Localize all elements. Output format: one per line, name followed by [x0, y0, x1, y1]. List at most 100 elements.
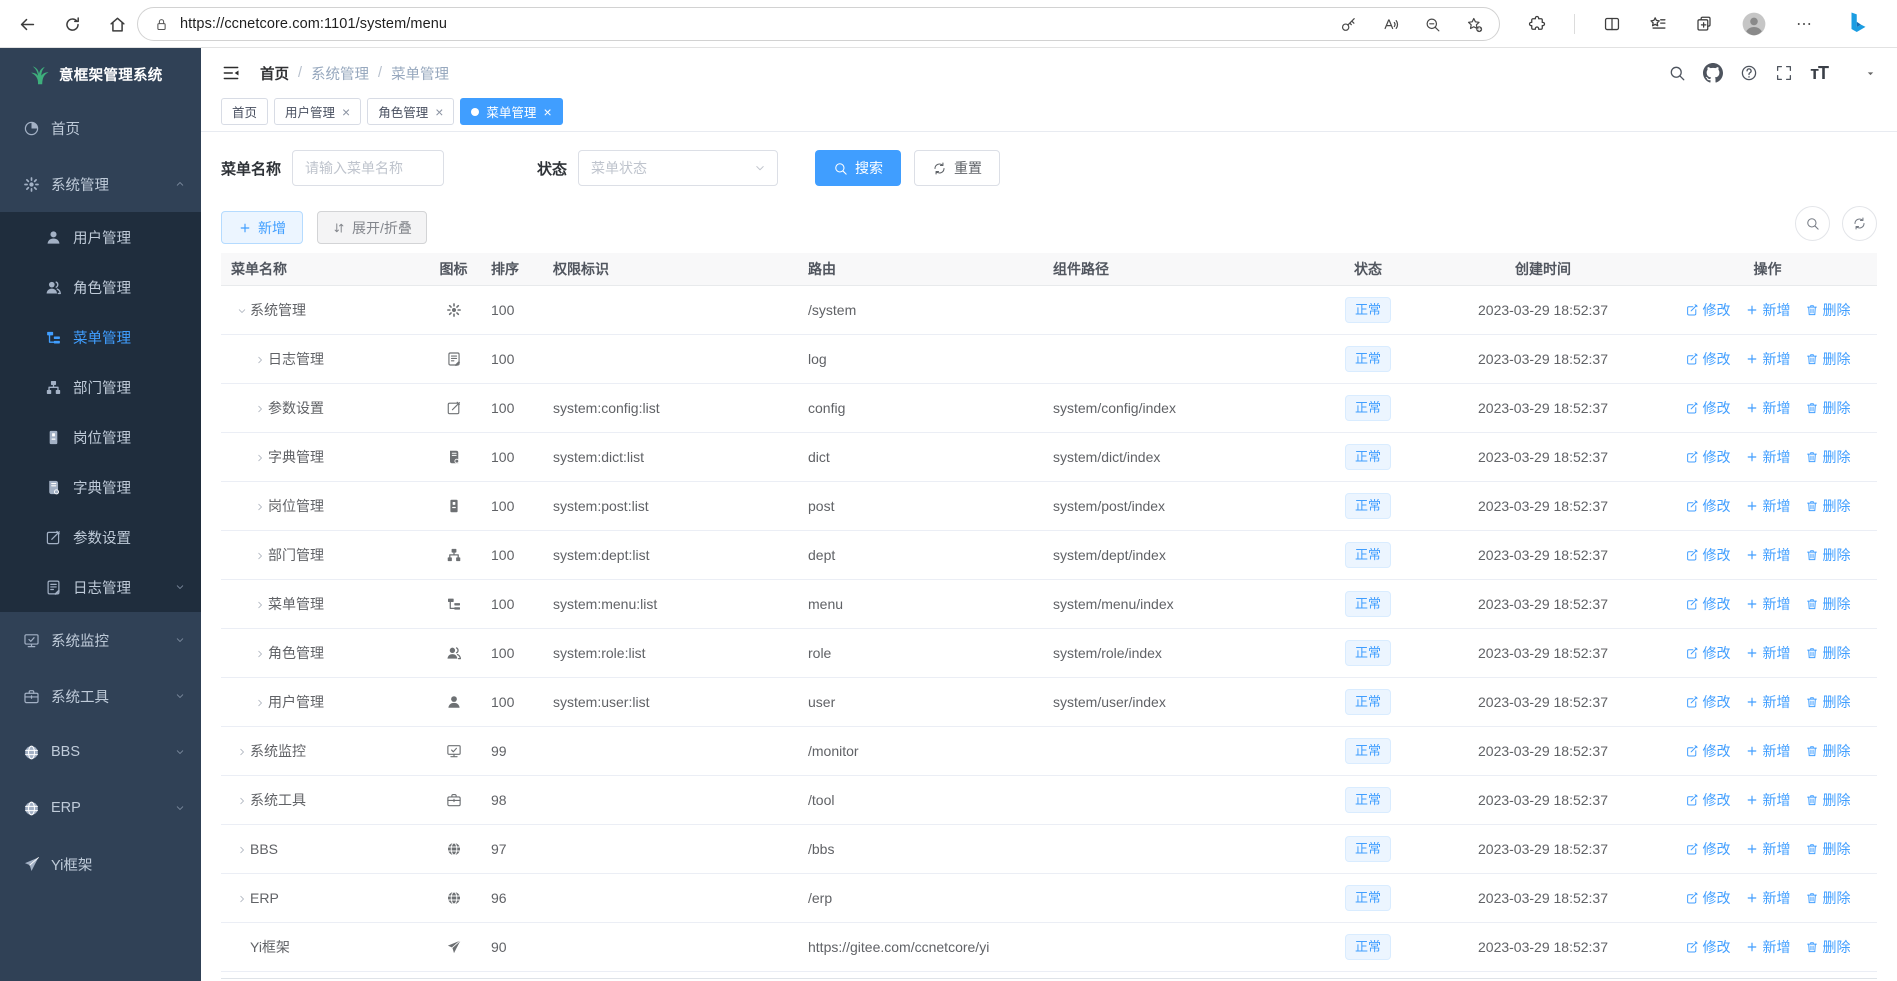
row-add-link[interactable]: 新增	[1745, 692, 1791, 712]
sidebar-item-tool[interactable]: 系统工具	[0, 668, 201, 724]
split-screen-icon[interactable]	[1603, 15, 1621, 33]
row-add-link[interactable]: 新增	[1745, 398, 1791, 418]
reset-button[interactable]: 重置	[914, 150, 1001, 186]
row-delete-link[interactable]: 删除	[1805, 496, 1851, 516]
row-delete-link[interactable]: 删除	[1805, 594, 1851, 614]
browser-home-icon[interactable]	[108, 15, 127, 34]
sidebar-collapse-icon[interactable]	[221, 63, 241, 83]
row-delete-link[interactable]: 删除	[1805, 937, 1851, 957]
bing-icon[interactable]	[1841, 9, 1871, 39]
font-size-icon[interactable]: тT	[1810, 62, 1829, 83]
read-aloud-icon[interactable]	[1382, 16, 1399, 33]
github-icon[interactable]	[1703, 63, 1724, 83]
tab-用户管理[interactable]: 用户管理 ×	[274, 98, 362, 125]
sidebar-item-dept[interactable]: 部门管理	[0, 362, 201, 412]
expand-row-icon[interactable]	[233, 844, 250, 856]
search-button[interactable]: 搜索	[815, 150, 902, 186]
row-delete-link[interactable]: 删除	[1805, 888, 1851, 908]
row-delete-link[interactable]: 删除	[1805, 447, 1851, 467]
row-edit-link[interactable]: 修改	[1685, 349, 1731, 369]
row-delete-link[interactable]: 删除	[1805, 643, 1851, 663]
sidebar-item-home[interactable]: 首页	[0, 100, 201, 156]
row-edit-link[interactable]: 修改	[1685, 447, 1731, 467]
row-edit-link[interactable]: 修改	[1685, 300, 1731, 320]
close-icon[interactable]: ×	[543, 103, 552, 120]
row-delete-link[interactable]: 删除	[1805, 692, 1851, 712]
expand-row-icon[interactable]	[233, 893, 250, 905]
row-add-link[interactable]: 新增	[1745, 545, 1791, 565]
expand-collapse-button[interactable]: 展开/折叠	[317, 211, 427, 244]
sidebar-item-log[interactable]: 日志管理	[0, 562, 201, 612]
sidebar-item-user[interactable]: 用户管理	[0, 212, 201, 262]
expand-row-icon[interactable]	[251, 354, 268, 366]
row-add-link[interactable]: 新增	[1745, 790, 1791, 810]
sidebar-item-dict[interactable]: 字典管理	[0, 462, 201, 512]
expand-row-icon[interactable]	[233, 746, 250, 758]
sidebar-item-system[interactable]: 系统管理	[0, 156, 201, 212]
refresh-table-button[interactable]	[1842, 206, 1877, 241]
status-select[interactable]: 菜单状态	[578, 150, 779, 186]
sidebar-item-menu[interactable]: 菜单管理	[0, 312, 201, 362]
row-add-link[interactable]: 新增	[1745, 447, 1791, 467]
row-delete-link[interactable]: 删除	[1805, 398, 1851, 418]
row-add-link[interactable]: 新增	[1745, 888, 1791, 908]
row-delete-link[interactable]: 删除	[1805, 741, 1851, 761]
menu-name-input[interactable]	[292, 150, 445, 186]
row-add-link[interactable]: 新增	[1745, 496, 1791, 516]
row-edit-link[interactable]: 修改	[1685, 692, 1731, 712]
password-icon[interactable]	[1340, 16, 1357, 33]
expand-row-icon[interactable]	[251, 550, 268, 562]
row-delete-link[interactable]: 删除	[1805, 545, 1851, 565]
row-add-link[interactable]: 新增	[1745, 741, 1791, 761]
collapse-row-icon[interactable]	[233, 305, 250, 317]
row-edit-link[interactable]: 修改	[1685, 594, 1731, 614]
row-edit-link[interactable]: 修改	[1685, 398, 1731, 418]
tab-角色管理[interactable]: 角色管理 ×	[367, 98, 455, 125]
help-icon[interactable]	[1740, 64, 1758, 82]
extensions-icon[interactable]	[1528, 15, 1546, 33]
row-add-link[interactable]: 新增	[1745, 594, 1791, 614]
lock-icon[interactable]	[154, 17, 169, 32]
row-delete-link[interactable]: 删除	[1805, 300, 1851, 320]
expand-row-icon[interactable]	[251, 403, 268, 415]
zoom-out-icon[interactable]	[1424, 16, 1441, 33]
user-menu[interactable]	[1859, 67, 1877, 80]
row-delete-link[interactable]: 删除	[1805, 839, 1851, 859]
address-bar[interactable]: https://ccnetcore.com:1101/system/menu	[137, 7, 1500, 41]
show-search-button[interactable]	[1795, 206, 1830, 241]
favorites-icon[interactable]	[1649, 15, 1667, 33]
collections-icon[interactable]	[1695, 15, 1713, 33]
expand-row-icon[interactable]	[251, 452, 268, 464]
expand-row-icon[interactable]	[233, 795, 250, 807]
row-edit-link[interactable]: 修改	[1685, 496, 1731, 516]
row-edit-link[interactable]: 修改	[1685, 937, 1731, 957]
tab-菜单管理[interactable]: 菜单管理 ×	[460, 98, 563, 125]
row-add-link[interactable]: 新增	[1745, 300, 1791, 320]
browser-back-icon[interactable]	[18, 15, 37, 34]
browser-menu-icon[interactable]	[1795, 15, 1813, 33]
sidebar-item-config[interactable]: 参数设置	[0, 512, 201, 562]
add-favorite-icon[interactable]	[1466, 16, 1483, 33]
row-edit-link[interactable]: 修改	[1685, 545, 1731, 565]
row-edit-link[interactable]: 修改	[1685, 790, 1731, 810]
sidebar-item-bbs[interactable]: BBS	[0, 724, 201, 780]
expand-row-icon[interactable]	[251, 697, 268, 709]
sidebar-item-yi[interactable]: Yi框架	[0, 836, 201, 892]
tab-首页[interactable]: 首页	[221, 98, 269, 125]
sidebar-item-erp[interactable]: ERP	[0, 780, 201, 836]
browser-reload-icon[interactable]	[63, 15, 82, 34]
row-edit-link[interactable]: 修改	[1685, 888, 1731, 908]
close-icon[interactable]: ×	[435, 103, 444, 120]
expand-row-icon[interactable]	[251, 599, 268, 611]
row-edit-link[interactable]: 修改	[1685, 643, 1731, 663]
row-delete-link[interactable]: 删除	[1805, 790, 1851, 810]
expand-row-icon[interactable]	[251, 648, 268, 660]
sidebar-item-post[interactable]: 岗位管理	[0, 412, 201, 462]
profile-avatar[interactable]	[1741, 11, 1767, 37]
row-add-link[interactable]: 新增	[1745, 839, 1791, 859]
row-add-link[interactable]: 新增	[1745, 937, 1791, 957]
sidebar-item-role[interactable]: 角色管理	[0, 262, 201, 312]
close-icon[interactable]: ×	[342, 103, 351, 120]
sidebar-item-monitor[interactable]: 系统监控	[0, 612, 201, 668]
breadcrumb-system[interactable]: 系统管理	[311, 66, 370, 83]
